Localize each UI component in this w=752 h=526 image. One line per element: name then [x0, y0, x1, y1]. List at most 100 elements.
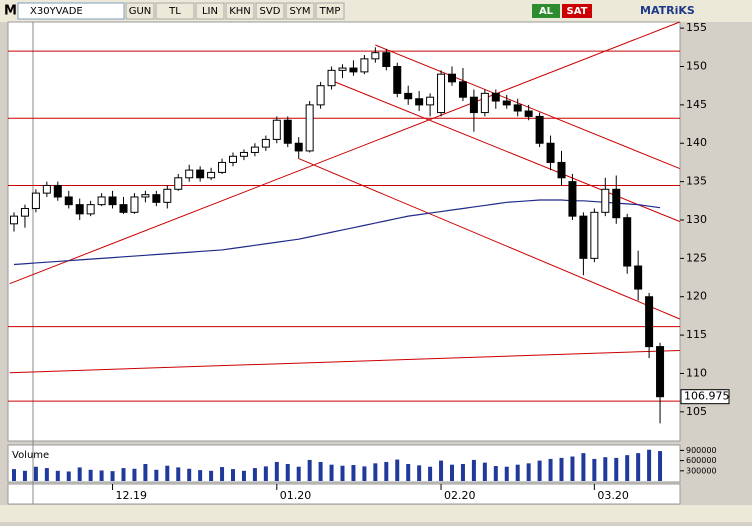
candle-body: [86, 204, 95, 215]
volume-bar: [581, 453, 586, 481]
volume-bar: [417, 465, 422, 481]
volume-bar: [220, 467, 225, 481]
toolbar-button[interactable]: [315, 2, 345, 20]
volume-label: Volume: [12, 450, 49, 461]
y-tick-label: 110: [686, 366, 707, 379]
sell-label[interactable]: SAT: [567, 6, 588, 17]
volume-bar: [285, 464, 290, 481]
toolbar-button-label[interactable]: SYM: [289, 6, 310, 17]
symbol[interactable]: X30YVADE: [30, 6, 83, 17]
last-price: 106.975: [684, 390, 730, 403]
candle-body: [141, 194, 150, 198]
volume-bar: [460, 464, 465, 481]
volume-bar: [209, 470, 214, 481]
toolbar-button[interactable]: [155, 2, 195, 20]
volume-bar: [592, 458, 597, 481]
volume-bar: [66, 471, 71, 481]
toolbar-button-label[interactable]: SVD: [260, 6, 281, 17]
candle-body: [229, 155, 237, 163]
volume-bar: [154, 469, 159, 481]
volume-bar: [614, 457, 619, 481]
trend-line: [9, 21, 680, 285]
candle-body: [546, 142, 555, 163]
volume-bar: [231, 469, 235, 481]
candle-body: [601, 188, 610, 213]
candle-body: [426, 96, 435, 106]
trend-line: [298, 158, 680, 320]
price-panel: [7, 21, 681, 442]
y-tick-label: 115: [686, 328, 707, 341]
y-tick-label: 130: [686, 213, 707, 226]
candle-body: [207, 171, 216, 179]
volume-bar: [384, 461, 389, 481]
toolbar-button[interactable]: [285, 2, 315, 20]
toolbar-button-label[interactable]: TMP: [319, 6, 341, 17]
volume-bar: [406, 464, 411, 481]
x-tick-label: 12.19: [116, 489, 148, 502]
trend-line: [375, 44, 680, 170]
volume-bar: [625, 455, 630, 481]
sell-button[interactable]: [562, 4, 592, 18]
candle-body: [31, 192, 40, 209]
volume-bar: [559, 457, 564, 481]
volume-bar: [296, 466, 301, 481]
menu-button[interactable]: M: [4, 4, 17, 19]
candle-body: [480, 92, 489, 114]
candle-body: [349, 67, 358, 73]
volume-bar: [537, 460, 542, 481]
candle-body: [152, 194, 161, 203]
candle-body: [20, 207, 29, 217]
toolbar-button-label[interactable]: KHN: [229, 6, 251, 17]
candle-body: [524, 110, 533, 117]
volume-bar: [263, 466, 268, 481]
volume-bar: [143, 464, 148, 481]
toolbar-button[interactable]: [225, 2, 255, 20]
y-tick-label: 140: [686, 136, 707, 149]
y-tick-label: 155: [686, 21, 707, 34]
toolbar-button-label[interactable]: GUN: [129, 6, 152, 17]
candle-body: [535, 115, 544, 144]
buy-label[interactable]: AL: [539, 6, 554, 17]
toolbar-button-label[interactable]: TL: [168, 6, 181, 17]
volume-bar: [99, 470, 104, 481]
candle-body: [174, 177, 183, 190]
toolbar-button-label[interactable]: LIN: [202, 6, 218, 17]
volume-bar: [636, 453, 641, 481]
candle-body: [316, 85, 325, 106]
candle-body: [360, 58, 369, 73]
candle-body: [437, 73, 446, 114]
toolbar-button[interactable]: [125, 2, 155, 20]
volume-bar: [351, 465, 356, 481]
candle-body: [42, 184, 51, 194]
candle-body: [261, 138, 270, 148]
candle-body: [130, 196, 139, 213]
volume-bar: [307, 459, 312, 481]
x-tick-label: 02.20: [444, 489, 476, 502]
candle-body: [119, 204, 128, 213]
y-tick-label: 150: [686, 60, 707, 73]
volume-bar: [44, 468, 49, 481]
volume-bar: [329, 464, 334, 481]
volume-bar: [450, 464, 454, 481]
toolbar-button[interactable]: [195, 2, 225, 20]
volume-bar: [471, 459, 476, 481]
candle-body: [568, 181, 577, 217]
candle-body: [64, 196, 73, 206]
brand: MATRiKS: [640, 4, 695, 17]
y-tick-label: 125: [686, 251, 707, 264]
status-bar: [0, 505, 752, 522]
candle-body: [393, 66, 402, 94]
volume-bar: [482, 462, 487, 481]
candle-body: [623, 217, 632, 267]
candle-body: [97, 196, 106, 206]
candle-body: [590, 211, 599, 259]
toolbar-button[interactable]: [255, 2, 285, 20]
volume-tick-label: 300000: [686, 466, 717, 475]
volume-bar: [504, 466, 509, 481]
symbol-box[interactable]: [17, 2, 125, 20]
volume-bar: [22, 470, 27, 481]
candle-body: [163, 188, 172, 203]
buy-button[interactable]: [532, 4, 560, 18]
